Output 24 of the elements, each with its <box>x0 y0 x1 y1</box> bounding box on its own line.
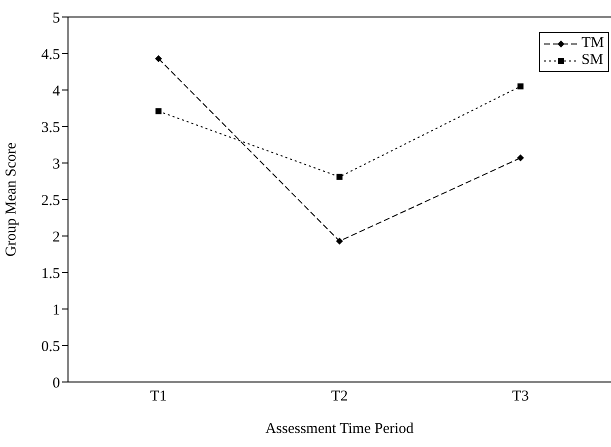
point <box>336 238 343 245</box>
y-tick-label: 3 <box>52 156 60 172</box>
y-axis-title: Group Mean Score <box>3 142 20 257</box>
legend-label: SM <box>582 52 604 69</box>
y-tick-label: 2 <box>52 229 60 246</box>
y-tick-label: 3.5 <box>41 120 60 136</box>
point <box>336 174 342 180</box>
y-tick-label: 0.5 <box>41 338 60 355</box>
point <box>518 83 524 90</box>
point <box>156 108 162 114</box>
x-axis-title: Assessment Time Period <box>265 421 414 437</box>
y-tick-label: 2.5 <box>41 192 60 209</box>
point <box>155 55 162 62</box>
x-tick-label: T1 <box>150 388 167 405</box>
point <box>517 154 524 162</box>
y-tick-label: 5 <box>52 10 60 26</box>
y-tick-label: 4 <box>52 83 60 100</box>
y-tick-label: 1.5 <box>41 266 60 282</box>
x-tick-label: T2 <box>331 388 348 405</box>
y-tick-label: 0 <box>52 375 60 392</box>
legend-label: TM <box>582 35 604 52</box>
y-tick-label: 1 <box>52 302 60 318</box>
y-tick-label: 4.5 <box>41 46 60 63</box>
x-tick-label: T3 <box>512 388 529 405</box>
